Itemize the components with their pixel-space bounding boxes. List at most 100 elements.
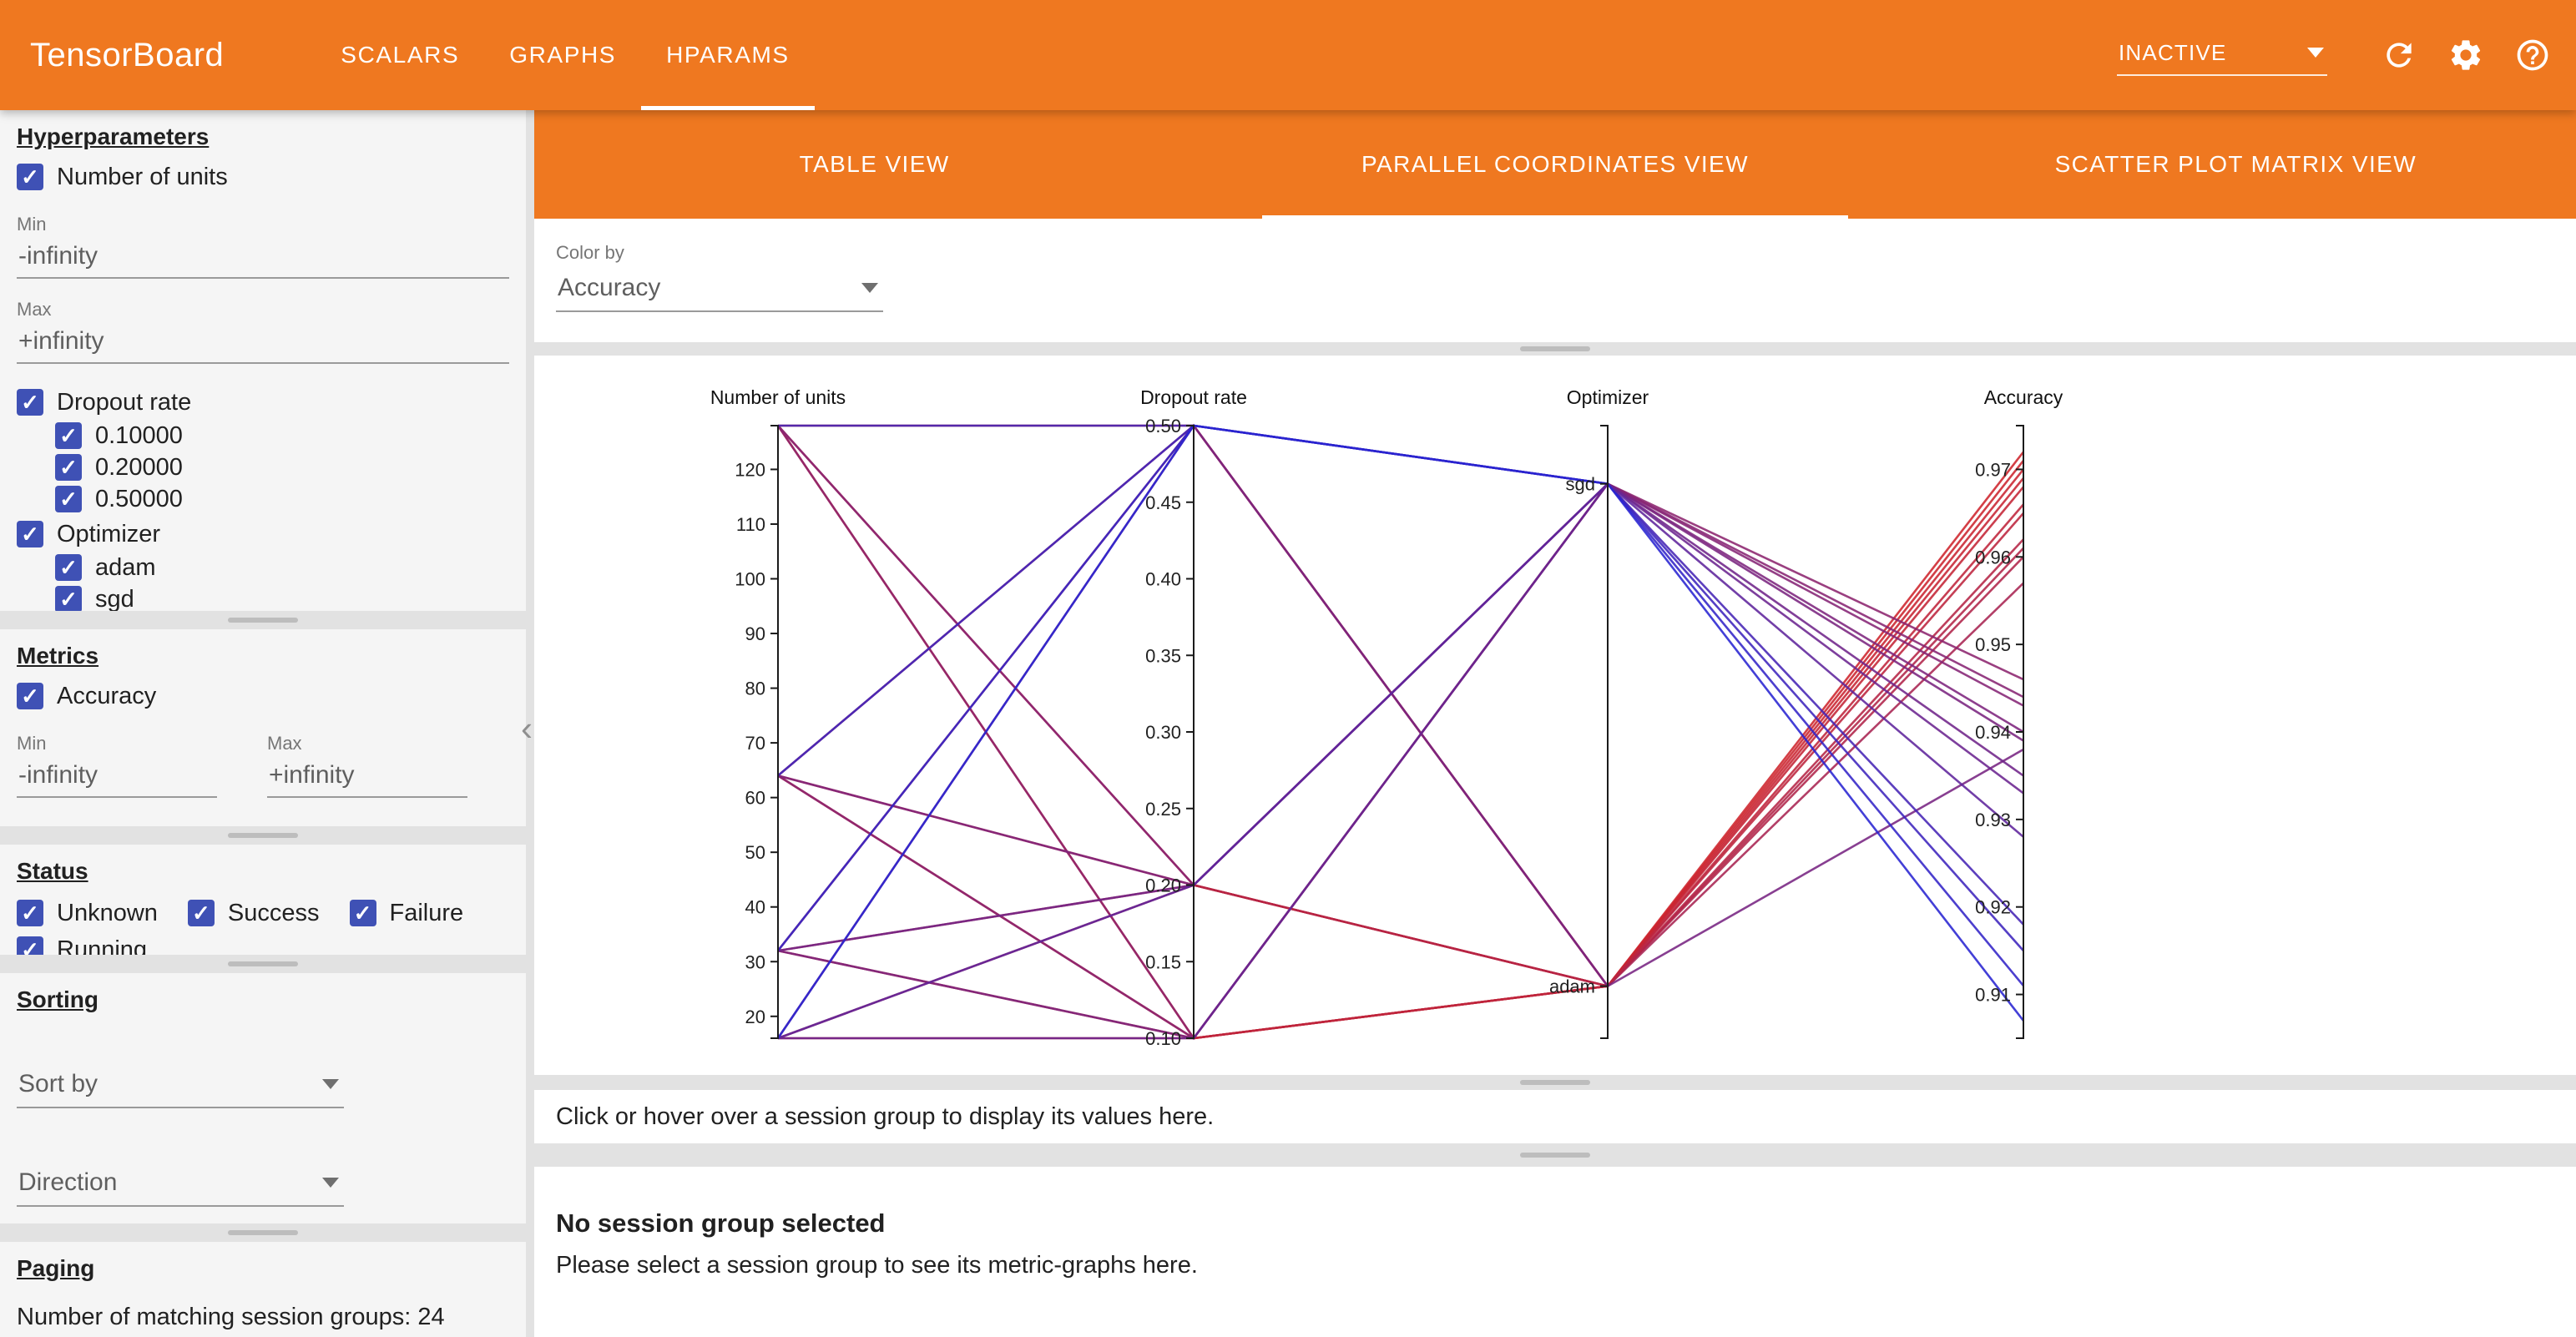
resize-handle[interactable] bbox=[1520, 1080, 1590, 1085]
axis-accuracy[interactable]: 0.91 0.92 0.93 0.94 0.95 0.96 0.97 Accuracy bbox=[1975, 386, 2063, 1039]
resize-handle[interactable] bbox=[1520, 1153, 1590, 1158]
units-max-input[interactable]: +infinity bbox=[17, 322, 509, 364]
session-line[interactable] bbox=[777, 482, 2024, 952]
direction-value: Direction bbox=[18, 1168, 118, 1196]
checkbox-label: Running bbox=[57, 936, 148, 956]
svg-text:0.20: 0.20 bbox=[1145, 875, 1181, 896]
session-line[interactable] bbox=[778, 424, 2024, 926]
tab-table-view[interactable]: TABLE VIEW bbox=[799, 151, 950, 177]
section-resize-gap bbox=[0, 1223, 526, 1242]
svg-text:0.97: 0.97 bbox=[1975, 459, 2011, 480]
tab-scatter-plot-matrix-view[interactable]: SCATTER PLOT MATRIX VIEW bbox=[2054, 151, 2417, 177]
hparams-main: TABLE VIEW PARALLEL COORDINATES VIEW SCA… bbox=[534, 110, 2576, 1337]
direction-dropdown[interactable]: Direction bbox=[17, 1163, 344, 1207]
color-by-label: Color by bbox=[556, 242, 624, 263]
svg-text:0.92: 0.92 bbox=[1975, 897, 2011, 918]
checkbox-status-running[interactable]: Running bbox=[17, 933, 147, 955]
checkbox-checked-icon bbox=[55, 454, 82, 481]
svg-text:0.10: 0.10 bbox=[1145, 1028, 1181, 1049]
checkbox-dropout-rate[interactable]: Dropout rate bbox=[17, 386, 509, 419]
collapse-sidebar-icon[interactable]: ‹ bbox=[521, 709, 533, 748]
gear-icon[interactable] bbox=[2447, 37, 2484, 73]
checkbox-dropout-0.50000[interactable]: 0.50000 bbox=[55, 484, 509, 514]
colorby-panel: Color by Accuracy bbox=[534, 219, 2576, 342]
sorting-section: Sorting Sort by Direction bbox=[0, 973, 526, 1223]
svg-text:0.91: 0.91 bbox=[1975, 985, 2011, 1006]
checkbox-optimizer-adam[interactable]: adam bbox=[55, 552, 509, 583]
panel-resize-gap bbox=[534, 1075, 2576, 1090]
session-line[interactable] bbox=[777, 482, 2024, 1040]
parallel-coordinates-chart[interactable]: 20 30 40 50 60 70 80 90 100 110 120 Number of units… bbox=[534, 356, 2576, 1075]
tab-scalars[interactable]: SCALARS bbox=[341, 42, 460, 68]
resize-handle[interactable] bbox=[228, 1230, 298, 1235]
section-title-metrics: Metrics bbox=[17, 643, 99, 668]
checkbox-label: adam bbox=[95, 553, 156, 581]
chevron-down-icon bbox=[322, 1178, 339, 1188]
svg-text:90: 90 bbox=[745, 623, 765, 644]
resize-handle[interactable] bbox=[228, 833, 298, 838]
sort-by-dropdown[interactable]: Sort by bbox=[17, 1065, 344, 1108]
svg-text:0.25: 0.25 bbox=[1145, 799, 1181, 820]
session-line[interactable] bbox=[777, 477, 2025, 1040]
axis-optimizer[interactable]: sgd adam Optimizer bbox=[1549, 386, 1649, 1039]
svg-text:0.93: 0.93 bbox=[1975, 810, 2011, 830]
checkbox-status-unknown[interactable]: Unknown bbox=[17, 896, 158, 930]
session-line[interactable] bbox=[777, 486, 2024, 988]
svg-text:adam: adam bbox=[1549, 976, 1595, 997]
help-icon[interactable] bbox=[2514, 37, 2551, 73]
axis-units[interactable]: 20 30 40 50 60 70 80 90 100 110 120 Number of units bbox=[710, 386, 846, 1039]
tab-parallel-coordinates-view[interactable]: PARALLEL COORDINATES VIEW bbox=[1215, 110, 1895, 219]
checkbox-label: Optimizer bbox=[57, 520, 161, 547]
resize-handle[interactable] bbox=[1520, 346, 1590, 351]
empty-state-subtitle: Please select a session group to see its… bbox=[556, 1252, 1198, 1279]
axis-dropout[interactable]: 0.10 0.15 0.20 0.25 0.30 0.35 0.40 0.45 0.50 Drop… bbox=[1140, 386, 1247, 1049]
section-title-status: Status bbox=[17, 858, 88, 884]
color-by-dropdown[interactable]: Accuracy bbox=[556, 269, 883, 312]
svg-text:60: 60 bbox=[745, 788, 765, 809]
checkbox-accuracy[interactable]: Accuracy bbox=[17, 679, 509, 713]
session-line[interactable] bbox=[777, 424, 2024, 951]
checkbox-number-of-units[interactable]: Number of units bbox=[17, 160, 509, 194]
empty-state-title: No session group selected bbox=[556, 1208, 886, 1238]
tab-graphs[interactable]: GRAPHS bbox=[509, 42, 617, 68]
tab-hparams[interactable]: HPARAMS bbox=[641, 0, 815, 110]
session-line[interactable] bbox=[778, 482, 2024, 1040]
data-status-dropdown[interactable]: INACTIVE bbox=[2117, 35, 2327, 76]
checkbox-checked-icon bbox=[17, 164, 43, 190]
checkbox-dropout-0.20000[interactable]: 0.20000 bbox=[55, 452, 509, 482]
resize-handle[interactable] bbox=[228, 961, 298, 966]
session-line[interactable] bbox=[776, 425, 2024, 1041]
checkbox-dropout-0.10000[interactable]: 0.10000 bbox=[55, 421, 509, 451]
checkbox-checked-icon bbox=[17, 389, 43, 416]
metric-max-input[interactable]: +infinity bbox=[267, 756, 467, 798]
checkbox-status-success[interactable]: Success bbox=[187, 896, 320, 930]
resize-handle[interactable] bbox=[228, 618, 298, 623]
section-title-hyperparameters: Hyperparameters bbox=[17, 124, 210, 149]
units-min-input[interactable]: -infinity bbox=[17, 237, 509, 279]
svg-text:0.45: 0.45 bbox=[1145, 492, 1181, 513]
sidebar-resize-divider[interactable]: ‹ bbox=[521, 110, 534, 1337]
app-title: TensorBoard bbox=[30, 36, 225, 73]
session-line[interactable] bbox=[776, 424, 2025, 1039]
metric-min-label: Min bbox=[17, 733, 47, 754]
checkbox-label: Success bbox=[227, 899, 320, 926]
session-line[interactable] bbox=[776, 425, 2025, 1040]
panel-resize-gap bbox=[534, 342, 2576, 356]
refresh-icon[interactable] bbox=[2381, 37, 2417, 73]
metric-min-input[interactable]: -infinity bbox=[17, 756, 217, 798]
session-values-hint: Click or hover over a session group to d… bbox=[534, 1090, 2576, 1143]
checkbox-optimizer-sgd[interactable]: sgd bbox=[55, 584, 509, 611]
content-area: Hyperparameters Number of units Min -inf… bbox=[0, 110, 2576, 1337]
checkbox-checked-icon bbox=[17, 936, 43, 955]
checkbox-status-failure[interactable]: Failure bbox=[349, 896, 463, 930]
session-line[interactable] bbox=[776, 423, 2024, 1039]
paging-section: Paging Number of matching session groups… bbox=[0, 1242, 526, 1337]
metrics-section: Metrics Accuracy Min -infinity Max +infi… bbox=[0, 629, 526, 826]
session-line[interactable] bbox=[777, 538, 2024, 1040]
checkbox-optimizer[interactable]: Optimizer bbox=[17, 517, 509, 551]
section-resize-gap bbox=[0, 955, 526, 973]
status-section: Status Unknown Success Failure bbox=[0, 845, 526, 955]
chevron-down-icon bbox=[322, 1079, 339, 1089]
units-min-label: Min bbox=[17, 214, 47, 235]
checkbox-label: Unknown bbox=[57, 899, 158, 926]
